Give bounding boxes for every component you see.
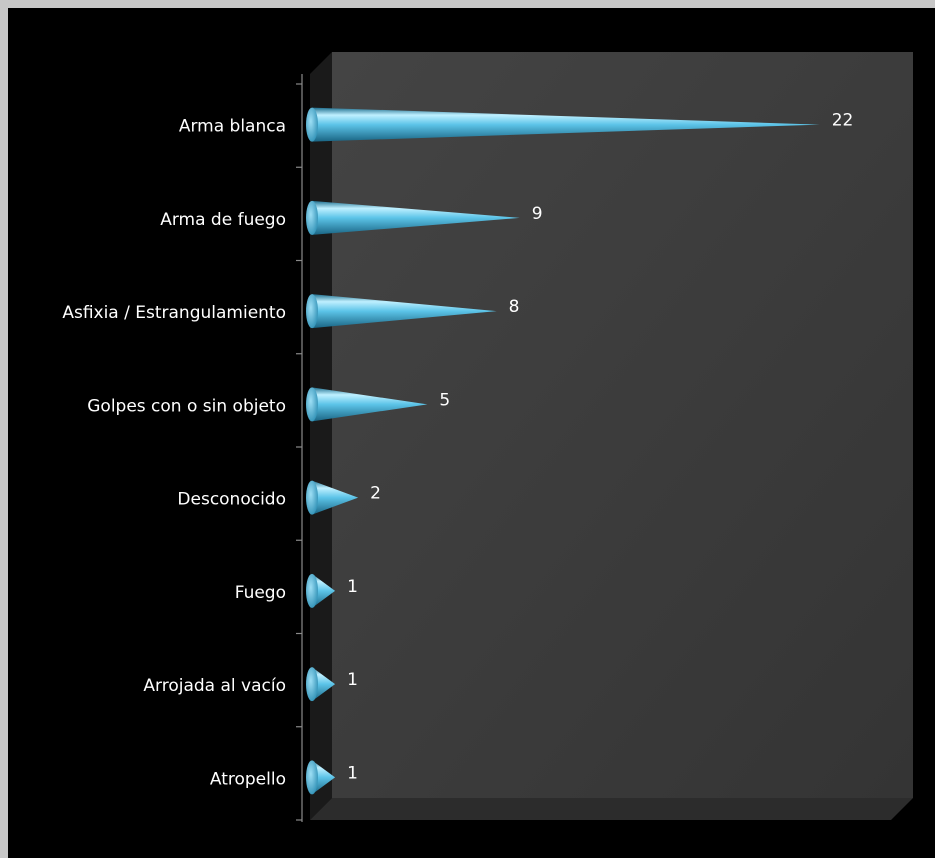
plot-area	[301, 52, 913, 822]
bar-cone-base	[306, 573, 318, 608]
bar-cone	[312, 480, 359, 515]
axis-ticks	[296, 83, 302, 821]
bar-cone	[312, 294, 497, 329]
plot-side-wall	[310, 52, 332, 820]
chart-frame: Arma blanca Arma de fuego Asfixia / Estran…	[8, 8, 935, 858]
category-label: Asfixia / Estrangulamiento	[62, 303, 286, 323]
bar-cone-base	[306, 760, 318, 795]
category-label: Fuego	[235, 583, 286, 603]
bar-cone	[312, 387, 428, 422]
bar-cone	[312, 107, 820, 142]
bar-cone-base	[306, 387, 318, 422]
plot-back-wall	[332, 52, 913, 798]
bar-cone-base	[306, 107, 318, 142]
value-labels: 22 9 8 5 2 1 1 1	[347, 111, 853, 784]
value-label: 9	[532, 204, 543, 224]
bar-cone-base	[306, 294, 318, 329]
value-label: 2	[370, 484, 381, 504]
category-label: Arma de fuego	[160, 210, 286, 230]
category-label: Arrojada al vacío	[143, 676, 286, 696]
bar-cone-base	[306, 480, 318, 515]
plot-floor	[310, 798, 913, 820]
value-label: 8	[509, 297, 520, 317]
category-label: Desconocido	[177, 490, 286, 510]
bar-cone-base	[306, 200, 318, 235]
bar-cone-base	[306, 667, 318, 702]
category-label: Arma blanca	[179, 117, 286, 137]
value-label: 1	[347, 763, 358, 783]
bar-cone	[312, 667, 336, 702]
value-label: 5	[439, 390, 450, 410]
bars-group	[306, 107, 820, 795]
bar-cone	[312, 200, 520, 235]
bar-cone	[312, 573, 336, 608]
value-label: 1	[347, 577, 358, 597]
cone-bar-chart: Arma blanca Arma de fuego Asfixia / Estran…	[62, 52, 913, 822]
bar-cone	[312, 760, 336, 795]
category-label: Golpes con o sin objeto	[87, 396, 286, 416]
category-labels: Arma blanca Arma de fuego Asfixia / Estran…	[62, 117, 286, 790]
category-label: Atropello	[210, 769, 286, 789]
value-label: 1	[347, 670, 358, 690]
value-label: 22	[832, 111, 854, 131]
